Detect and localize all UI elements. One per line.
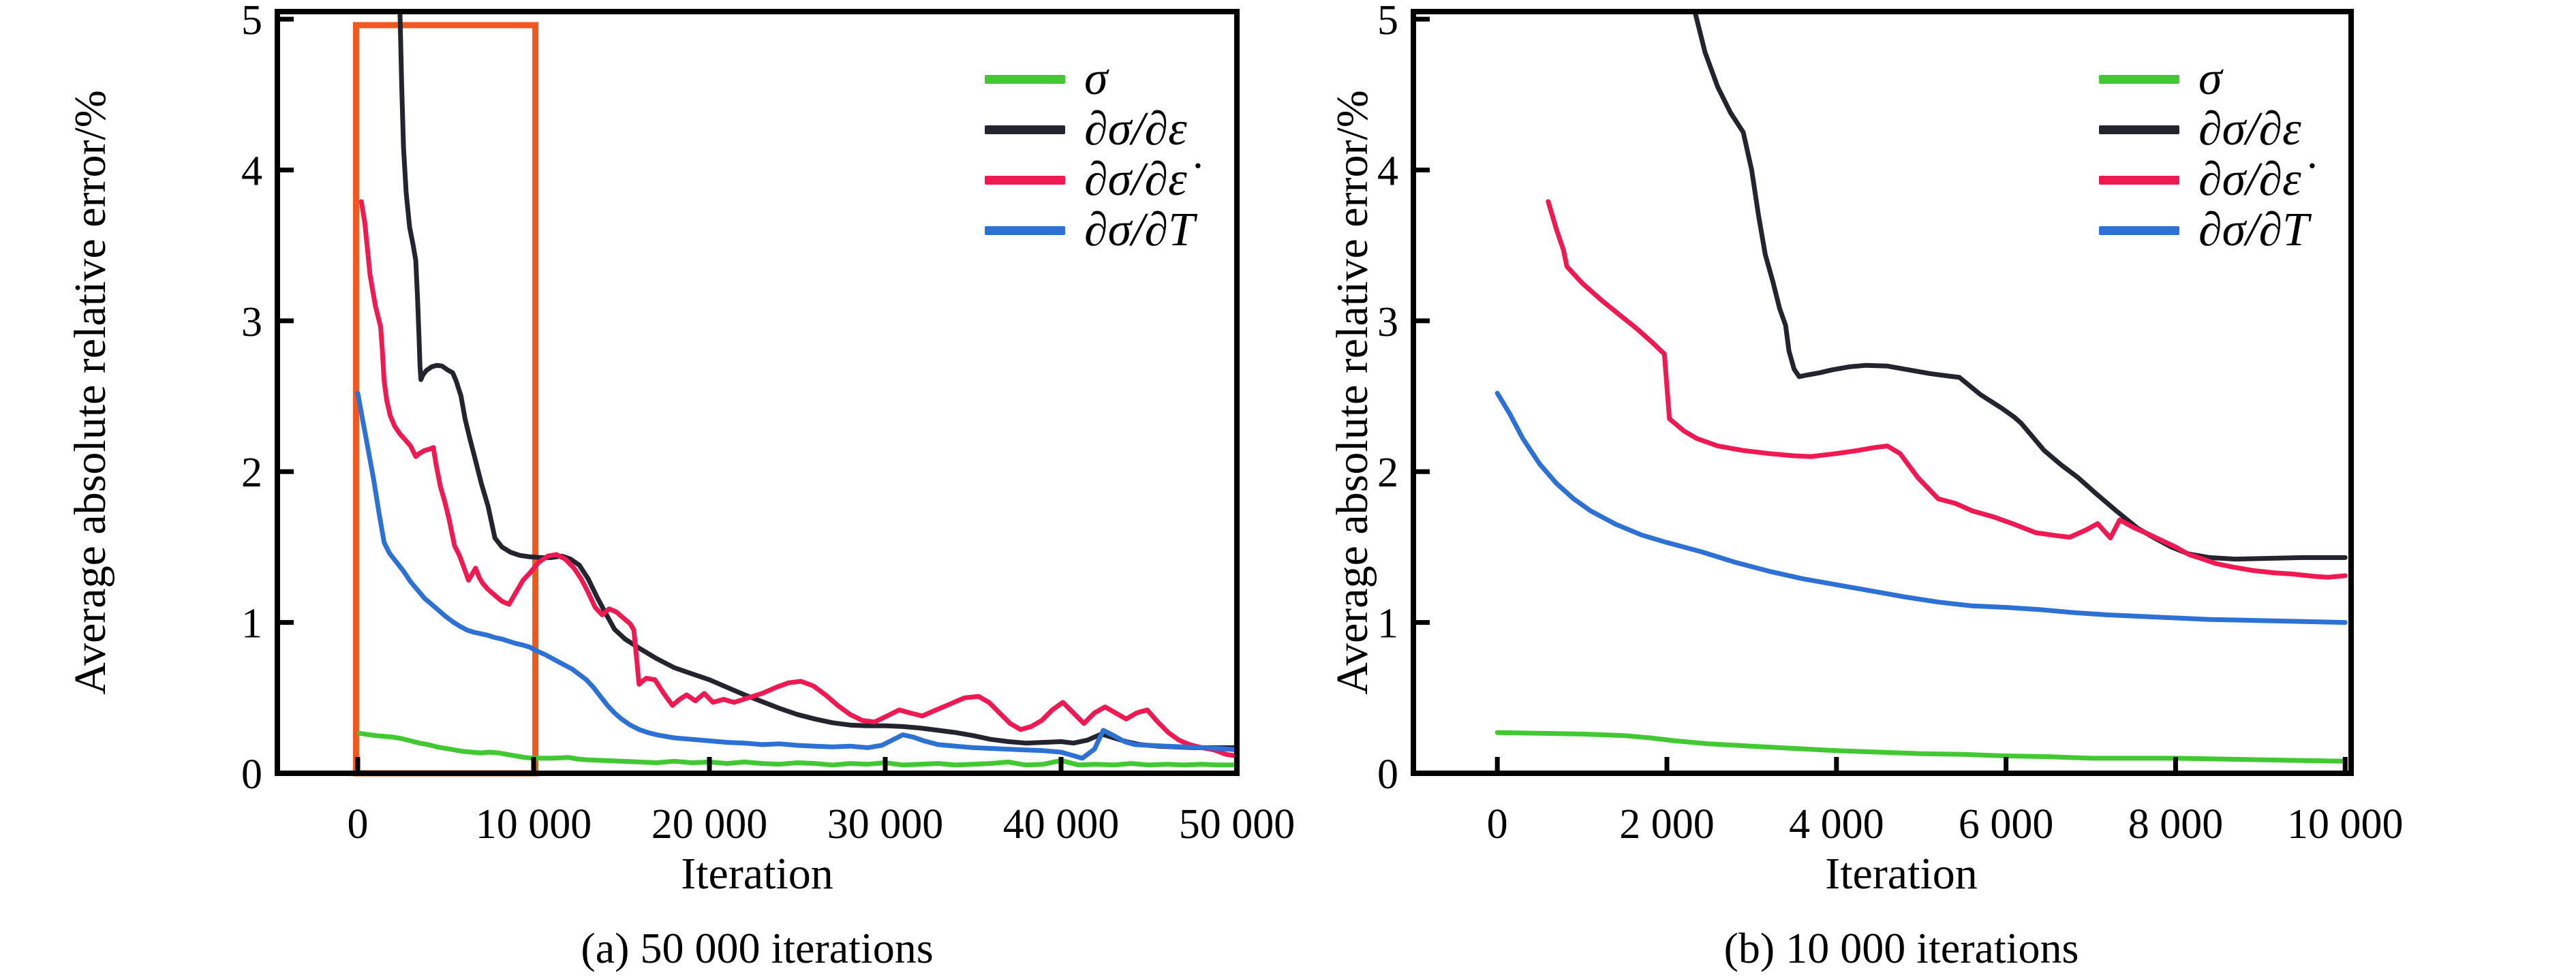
legend-swatch-dsigma-depsilon [2099,125,2179,134]
legend-item-dsigma-dT: ∂σ/∂T [985,205,1195,255]
chart-a-x-tick-label: 40 000 [1003,801,1120,848]
chart-b-curve-dsigma_dT [1494,390,2348,625]
chart-b-x-tick-label: 0 [1487,801,1508,848]
chart-b-x-tick-label: 2 000 [1619,801,1715,848]
chart-b-y-tick-label: 5 [1377,0,1398,44]
chart-b-y-tick-label: 1 [1377,601,1398,647]
chart-a-y-tick-label: 0 [241,751,262,798]
chart-b-y-tick-label: 2 [1377,450,1398,496]
chart-b-y-tick-label: 4 [1377,148,1398,194]
x-axis-title-chart-a: Iteration [681,849,833,899]
chart-a-y-tick-label: 1 [241,601,262,647]
legend-item-dsigma-depsilon: ∂σ/∂ε [2099,104,2309,155]
legend-swatch-dsigma-dT [2099,226,2179,235]
chart-b-y-tick-label: 0 [1377,751,1398,798]
caption-chart-b: (b) 10 000 iterations [1723,924,2079,972]
legend-swatch-dsigma-dT [985,226,1065,235]
caption-chart-a: (a) 50 000 iterations [581,924,934,972]
legend-item-sigma: σ [985,54,1195,104]
legend-item-dsigma-depsilon: ∂σ/∂ε [985,104,1195,155]
legend-swatch-sigma [2099,74,2179,84]
chart-b-plot-border [1411,9,2354,776]
legend-chart-b: σ ∂σ/∂ε ∂σ/∂ε̇ ∂σ/∂T [2099,54,2309,255]
legend-label-dsigma-depsilon: ∂σ/∂ε [2198,103,2301,155]
chart-b: 0 2 000 4 000 6 000 8 000 10 000 0 1 2 3 4 5 [1377,0,2404,848]
legend-item-dsigma-depsilondot: ∂σ/∂ε̇ [985,155,1195,205]
legend-swatch-sigma [985,74,1065,84]
chart-a: 0 10 000 20 000 30 000 40 000 50 000 0 1 2 3 4 5 [241,0,1295,848]
chart-b-curve-dsigma_depsilondot [1546,199,2348,580]
y-axis-title-chart-a: Average absolute relative error/% [65,90,115,695]
chart-a-plot-border [275,9,1240,776]
x-axis-title-chart-b: Iteration [1825,849,1978,899]
legend-swatch-dsigma-depsilondot [2099,175,2179,185]
chart-b-x-tick-label: 8 000 [2128,801,2224,848]
legend-swatch-dsigma-depsilon [985,125,1065,134]
chart-b-curve-sigma [1494,730,2348,764]
chart-a-curve-dsigma_dT [355,390,1237,761]
chart-a-curve-dsigma_depsilondot [358,199,1237,758]
legend-swatch-dsigma-depsilondot [985,175,1065,185]
chart-a-curve-sigma [357,730,1237,768]
chart-a-x-tick-label: 30 000 [827,801,944,848]
chart-a-x-tick-label: 20 000 [651,801,768,848]
highlight-box-first-10000-iterations [352,22,539,777]
chart-a-x-tick-label: 50 000 [1179,801,1295,848]
chart-a-y-tick-label: 2 [241,450,262,496]
chart-a-y-tick-label: 3 [241,299,262,345]
legend-label-sigma: σ [1084,52,1108,105]
legend-item-dsigma-depsilondot: ∂σ/∂ε̇ [2099,155,2309,205]
legend-label-sigma: σ [2198,52,2222,105]
legend-chart-a: σ ∂σ/∂ε ∂σ/∂ε̇ ∂σ/∂T [985,54,1195,255]
legend-label-dsigma-dT: ∂σ/∂T [1084,204,1195,256]
chart-a-x-tick-label: 10 000 [476,801,592,848]
chart-b-x-tick-label: 6 000 [1959,801,2054,848]
legend-label-dsigma-depsilon: ∂σ/∂ε [1084,103,1187,155]
chart-b-x-tick-label: 4 000 [1789,801,1884,848]
legend-label-dsigma-dT: ∂σ/∂T [2198,204,2310,256]
chart-a-curve-dsigma_depsilon [397,12,1237,750]
chart-a-y-tick-label: 5 [241,0,262,44]
chart-b-y-tick-label: 3 [1377,299,1398,345]
legend-item-dsigma-dT: ∂σ/∂T [2099,205,2309,255]
y-axis-title-chart-b: Average absolute relative error/% [1328,90,1377,695]
legend-item-sigma: σ [2099,54,2309,104]
chart-a-x-tick-label: 0 [348,801,369,848]
legend-label-dsigma-depsilondot: ∂σ/∂ε̇ [1084,153,1187,206]
legend-label-dsigma-depsilondot: ∂σ/∂ε̇ [2198,153,2301,206]
chart-a-y-tick-label: 4 [241,148,262,194]
chart-b-x-tick-label: 10 000 [2287,801,2404,848]
